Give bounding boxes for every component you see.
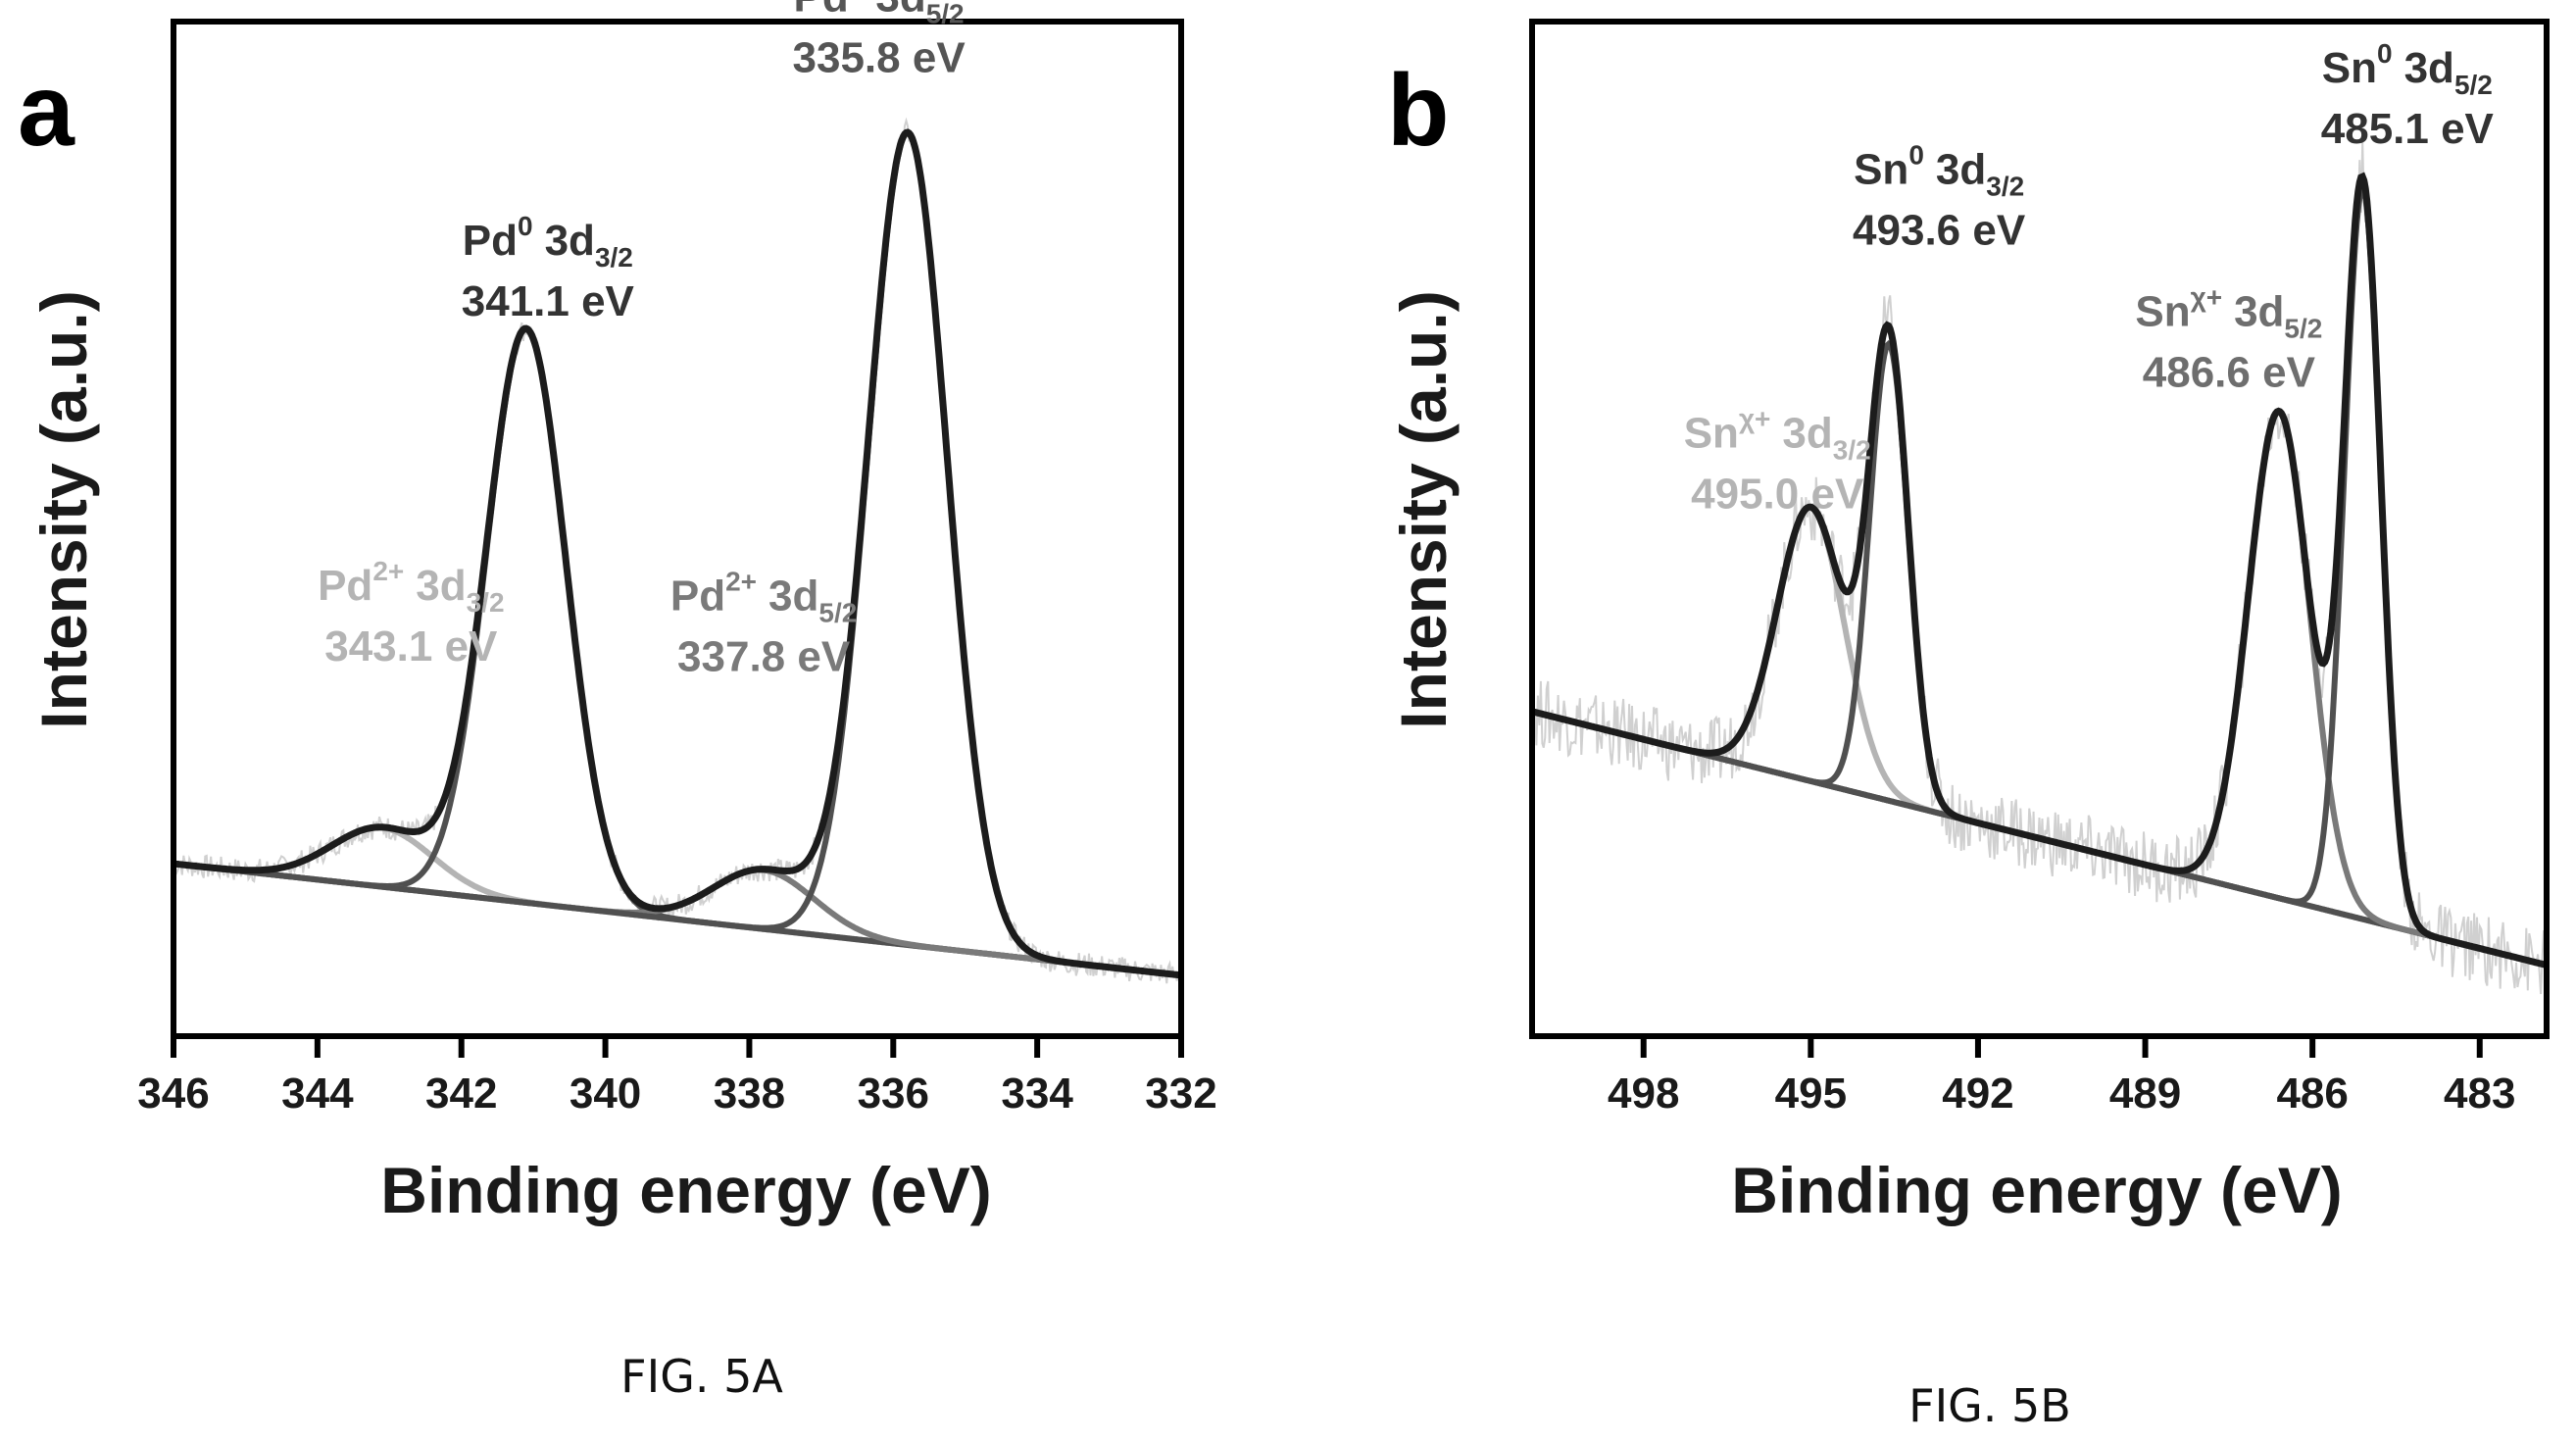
- peak-label: Pd2+ 3d5/2: [670, 566, 857, 627]
- plot-frame: [1529, 19, 2550, 1039]
- x-tick-label: 486: [2276, 1069, 2348, 1118]
- fit-component-4: [1532, 182, 2547, 969]
- peak-label: Pd03d5/2: [794, 0, 965, 29]
- x-tick-label: 498: [1608, 1069, 1679, 1118]
- peak-label: Snχ+ 3d5/2: [2135, 282, 2322, 344]
- figure-caption: FIG. 5B: [1908, 1379, 2071, 1432]
- x-tick-label: 492: [1942, 1069, 2013, 1118]
- panel-b-chart: b Intensity (a.u.) Binding energy (eV) FIG.…: [1387, 19, 2550, 1432]
- raw-data-line: [1532, 142, 2547, 995]
- curves-group: [1532, 142, 2547, 995]
- x-tick-label: 338: [714, 1069, 785, 1118]
- x-tick-label: 332: [1145, 1069, 1216, 1118]
- peak-value-label: 493.6 eV: [1853, 207, 2026, 255]
- x-tick-label: 346: [137, 1069, 209, 1118]
- plot-frame: [171, 19, 1184, 1039]
- x-tick-label: 334: [1001, 1069, 1073, 1118]
- x-tick-label: 483: [2444, 1069, 2515, 1118]
- y-axis-title: Intensity (a.u.): [1387, 290, 1460, 728]
- fit-envelope: [173, 128, 1181, 979]
- raw-data-line: [173, 117, 1181, 984]
- peak-value-label: 486.6 eV: [2143, 349, 2316, 397]
- panel-letter: b: [1387, 54, 1450, 168]
- x-tick-label: 336: [858, 1069, 929, 1118]
- x-tick-label: 489: [2109, 1069, 2181, 1118]
- peak-label: Pd0 3d3/2: [463, 211, 633, 273]
- panel-a-chart: a Intensity (a.u.) Binding energy (eV) FIG.…: [18, 0, 1217, 1403]
- curves-group: [173, 117, 1181, 984]
- peak-label: Sn0 3d3/2: [1854, 140, 2024, 202]
- x-axis-title: Binding energy (eV): [1731, 1154, 2342, 1226]
- peak-value-label: 343.1 eV: [324, 622, 498, 671]
- peak-label: Snχ+ 3d3/2: [1684, 404, 1871, 466]
- x-tick-label: 344: [281, 1069, 354, 1118]
- peak-value-label: 341.1 eV: [462, 277, 635, 325]
- panel-letter: a: [18, 54, 75, 168]
- peak-value-label: 337.8 eV: [677, 632, 851, 680]
- peak-label: Sn0 3d5/2: [2322, 38, 2493, 100]
- x-axis-title: Binding energy (eV): [380, 1154, 991, 1226]
- figure-caption: FIG. 5A: [620, 1350, 783, 1403]
- x-tick-label: 340: [570, 1069, 641, 1118]
- peak-value-label: 335.8 eV: [793, 34, 966, 82]
- fit-envelope: [1532, 172, 2547, 969]
- x-tick-label: 342: [425, 1069, 497, 1118]
- peak-label: Pd2+ 3d3/2: [318, 556, 504, 618]
- peak-value-label: 495.0 eV: [1691, 471, 1864, 519]
- x-tick-label: 495: [1775, 1069, 1847, 1118]
- fit-component-3: [1532, 408, 2547, 969]
- peak-value-label: 485.1 eV: [2321, 105, 2495, 153]
- y-axis-title: Intensity (a.u.): [27, 290, 100, 728]
